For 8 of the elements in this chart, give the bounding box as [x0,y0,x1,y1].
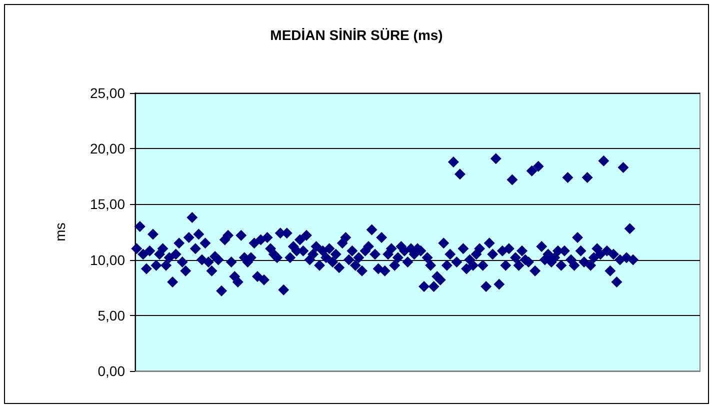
chart-title: MEDİAN SİNİR SÜRE (ms) [270,27,443,43]
y-axis-title: ms [52,222,68,242]
y-tick-label: 10,00 [90,252,126,268]
y-tick-label: 25,00 [90,85,126,101]
y-tick-label: 0,00 [98,363,126,379]
y-tick-label: 5,00 [98,307,126,324]
y-tick-label: 15,00 [90,196,126,212]
y-tick-label: 20,00 [90,140,126,157]
